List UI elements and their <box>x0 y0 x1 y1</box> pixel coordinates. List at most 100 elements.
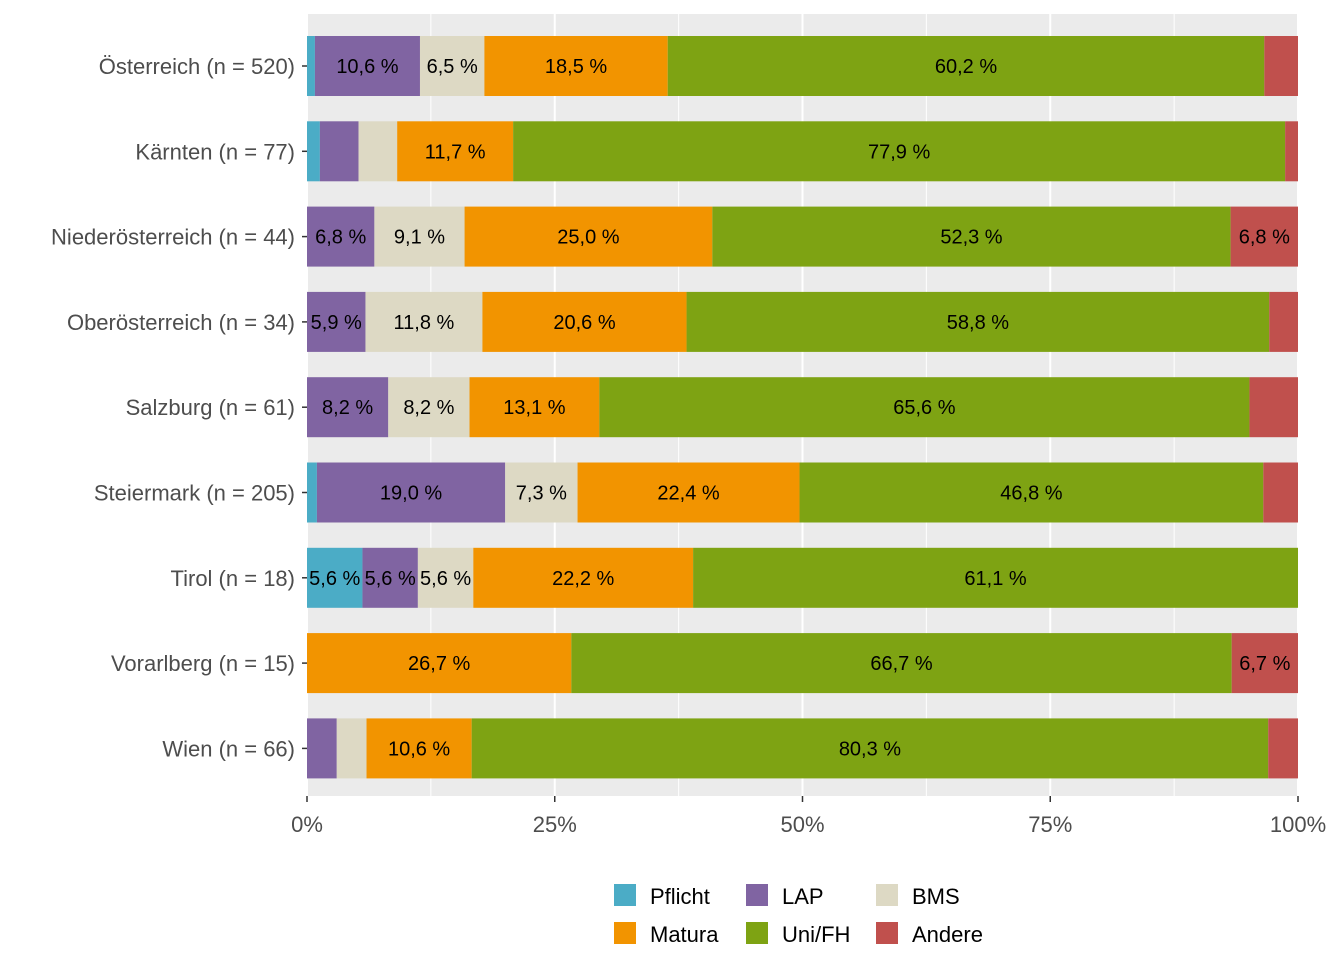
data-label: 26,7 % <box>408 653 470 675</box>
bar-segments <box>307 36 1298 779</box>
data-labels: 10,6 % 6,5 % 18,5 % 60,2 % 11,7 % 77,9 % 6,8 %… <box>309 56 1290 760</box>
x-tick-label: 0% <box>291 812 323 837</box>
bar-andere <box>1285 121 1298 182</box>
data-label: 46,8 % <box>1000 483 1062 505</box>
data-label: 66,7 % <box>870 653 932 675</box>
y-tick-label: Niederösterreich (n = 44) <box>51 225 295 250</box>
y-tick-label: Salzburg (n = 61) <box>126 395 295 420</box>
data-label: 52,3 % <box>940 227 1002 249</box>
bar-andere <box>1230 206 1298 267</box>
data-label: 10,6 % <box>388 738 450 760</box>
data-label: 65,6 % <box>893 397 955 419</box>
data-label: 6,8 % <box>315 227 366 249</box>
data-label: 58,8 % <box>947 312 1009 334</box>
bar-bms <box>374 206 465 267</box>
y-tick-label: Tirol (n = 18) <box>170 566 295 591</box>
bar-lap <box>314 36 420 96</box>
data-label: 11,8 % <box>394 312 455 334</box>
data-label: 18,5 % <box>545 56 607 78</box>
x-tick-label: 100% <box>1270 812 1326 837</box>
legend-key-matura <box>614 922 636 944</box>
data-label: 5,6 % <box>420 568 471 590</box>
bar-matura <box>473 547 694 608</box>
data-label: 6,7 % <box>1239 653 1290 675</box>
legend-label: BMS <box>912 884 960 909</box>
bar-uni-fh <box>686 291 1270 352</box>
bar-andere <box>1264 36 1298 96</box>
data-label: 22,2 % <box>552 568 614 590</box>
data-label: 19,0 % <box>380 483 442 505</box>
x-tick-label: 75% <box>1028 812 1072 837</box>
data-label: 5,6 % <box>309 568 360 590</box>
legend-label: Matura <box>650 922 719 947</box>
x-tick-label: 25% <box>533 812 577 837</box>
data-label: 25,0 % <box>557 227 619 249</box>
y-tick-label: Kärnten (n = 77) <box>135 139 295 164</box>
data-label: 8,2 % <box>322 397 373 419</box>
bar-uni-fh <box>471 718 1269 779</box>
bar-uni-fh <box>513 121 1286 182</box>
bar-lap <box>307 718 337 779</box>
legend-label: Pflicht <box>650 884 710 909</box>
bar-lap <box>307 377 389 438</box>
legend-label: Andere <box>912 922 983 947</box>
data-label: 77,9 % <box>868 141 930 163</box>
data-label: 20,6 % <box>553 312 615 334</box>
bar-uni-fh <box>799 462 1264 523</box>
legend-key-uni-fh <box>746 922 768 944</box>
data-label: 6,8 % <box>1239 227 1290 249</box>
bar-matura <box>484 36 668 96</box>
legend-key-andere <box>876 922 898 944</box>
y-tick-label: Wien (n = 66) <box>162 736 295 761</box>
bar-bms <box>358 121 398 182</box>
bar-pflicht <box>307 462 317 523</box>
y-tick-label: Österreich (n = 520) <box>99 54 295 79</box>
bar-andere <box>1269 291 1298 352</box>
bar-matura <box>464 206 713 267</box>
bar-bms <box>505 462 578 523</box>
data-label: 22,4 % <box>657 483 719 505</box>
bar-uni-fh <box>599 377 1250 438</box>
bar-uni-fh <box>712 206 1231 267</box>
legend-key-lap <box>746 884 768 906</box>
bar-uni-fh <box>571 633 1232 694</box>
data-label: 9,1 % <box>394 227 445 249</box>
data-label: 60,2 % <box>935 56 997 78</box>
y-axis-labels: Österreich (n = 520) Kärnten (n = 77) Nied… <box>51 54 295 761</box>
bar-bms <box>365 291 483 352</box>
bar-pflicht <box>307 36 315 96</box>
y-axis-ticks <box>302 65 307 750</box>
bar-andere <box>1231 633 1298 694</box>
data-label: 11,7 % <box>425 141 486 163</box>
data-label: 10,6 % <box>336 56 398 78</box>
legend-label: LAP <box>782 884 824 909</box>
bar-bms <box>419 36 485 96</box>
x-axis: 0% 25% 50% 75% 100% <box>291 796 1326 837</box>
bar-lap <box>316 462 506 523</box>
data-label: 5,6 % <box>365 568 416 590</box>
data-label: 7,3 % <box>516 483 567 505</box>
x-tick-label: 50% <box>780 812 824 837</box>
bar-lap <box>307 206 375 267</box>
bar-matura <box>397 121 514 182</box>
data-label: 80,3 % <box>839 738 901 760</box>
data-label: 61,1 % <box>964 568 1026 590</box>
bar-lap <box>319 121 359 182</box>
y-tick-label: Steiermark (n = 205) <box>94 481 295 506</box>
bar-matura <box>366 718 472 779</box>
legend-key-pflicht <box>614 884 636 906</box>
legend-key-bms <box>876 884 898 906</box>
bar-pflicht <box>307 547 363 608</box>
bar-pflicht <box>307 121 320 182</box>
data-label: 13,1 % <box>503 397 565 419</box>
bar-andere <box>1263 462 1298 523</box>
y-tick-label: Oberösterreich (n = 34) <box>67 310 295 335</box>
bar-uni-fh <box>667 36 1265 96</box>
bar-uni-fh <box>693 547 1298 608</box>
bar-matura <box>469 377 600 438</box>
bar-matura <box>482 291 687 352</box>
data-label: 5,9 % <box>311 312 362 334</box>
bar-andere <box>1268 718 1298 779</box>
y-tick-label: Vorarlberg (n = 15) <box>111 651 295 676</box>
